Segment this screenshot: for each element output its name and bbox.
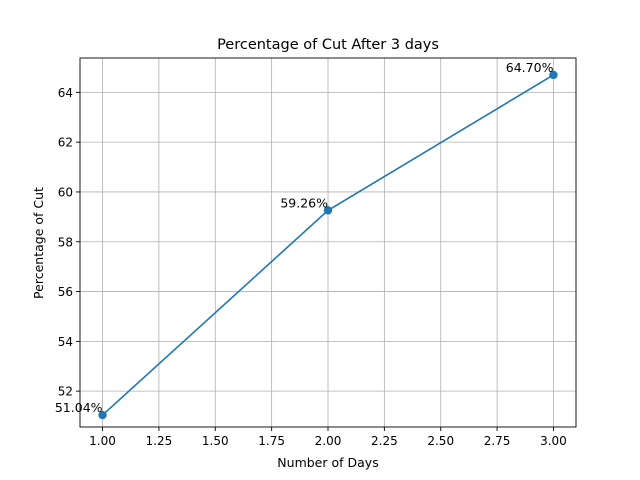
data-label: 51.04%	[55, 400, 103, 415]
data-point	[549, 70, 558, 80]
data-label: 59.26%	[280, 195, 328, 210]
chart-title: Percentage of Cut After 3 days	[217, 37, 439, 53]
y-tick-label: 64	[58, 86, 73, 100]
series-layer	[98, 70, 558, 420]
y-tick-label: 62	[58, 136, 73, 150]
x-tick-label: 2.75	[484, 434, 511, 448]
x-axis: 1.00 1.25 1.50 1.75 2.00 2.25 2.50 2.75 3.00	[89, 427, 567, 448]
x-tick-label: 2.00	[315, 434, 342, 448]
x-tick-label: 1.50	[202, 434, 229, 448]
data-label: 64.70%	[506, 60, 554, 75]
x-tick-label: 3.00	[540, 434, 567, 448]
y-tick-label: 54	[58, 335, 73, 349]
data-point	[98, 410, 107, 420]
x-tick-label: 1.00	[89, 434, 116, 448]
x-axis-label: Number of Days	[277, 455, 378, 470]
grid	[80, 58, 576, 427]
data-point	[323, 206, 333, 215]
y-tick-label: 58	[58, 235, 73, 249]
y-tick-label: 60	[58, 185, 73, 199]
x-tick-label: 1.75	[258, 434, 285, 448]
data-labels: 51.04% 59.26% 64.70%	[55, 60, 554, 415]
y-tick-label: 52	[58, 385, 73, 399]
y-axis-label: Percentage of Cut	[31, 187, 46, 299]
y-axis: 52 54 56 58 60 62 64	[58, 86, 80, 399]
x-tick-label: 1.25	[146, 434, 173, 448]
x-tick-label: 2.50	[427, 434, 454, 448]
y-tick-label: 56	[58, 285, 73, 299]
x-tick-label: 2.25	[371, 434, 398, 448]
